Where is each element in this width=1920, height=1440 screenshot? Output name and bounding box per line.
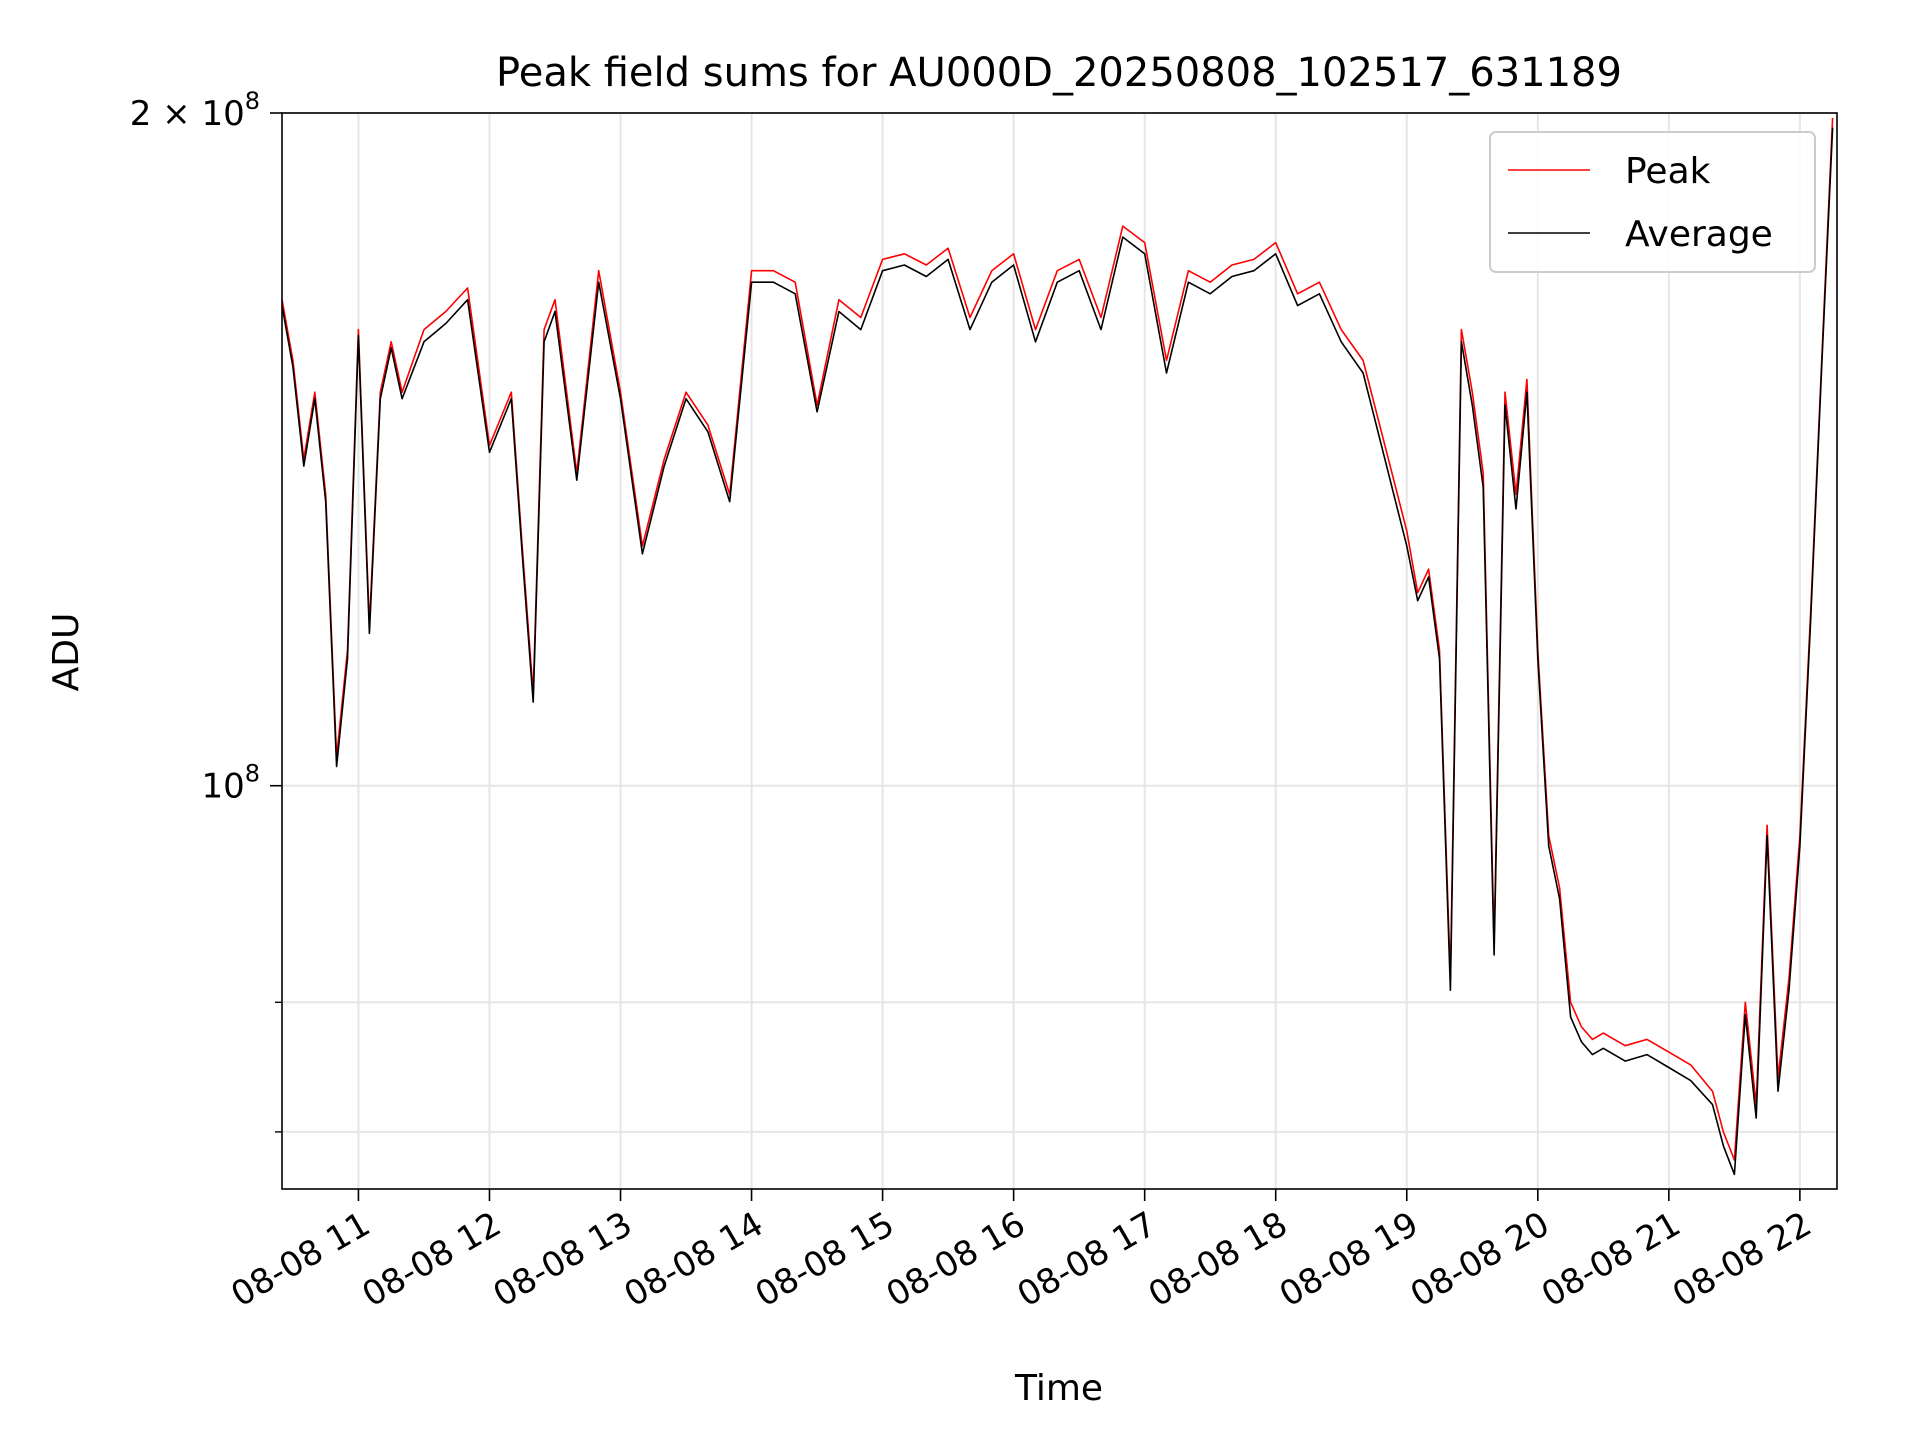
- legend-average-label: Average: [1625, 214, 1773, 255]
- x-axis-label: Time: [1014, 1368, 1103, 1409]
- legend-box: [1489, 131, 1816, 273]
- legend-peak-label: Peak: [1625, 151, 1711, 192]
- series-line-average: [281, 127, 1834, 1176]
- legend: Peak Average: [1489, 131, 1816, 273]
- y-tick-label: 108: [201, 760, 260, 807]
- chart-title: Peak field sums for AU000D_20250808_1025…: [496, 50, 1622, 96]
- y-tick-label: 2 × 108: [130, 87, 260, 134]
- plot-series: [281, 117, 1834, 1176]
- y-axis: 108 2 × 108: [130, 87, 282, 1133]
- plot-frame: [281, 112, 1838, 1190]
- series-line-peak: [281, 117, 1834, 1161]
- y-axis-label: ADU: [46, 613, 87, 692]
